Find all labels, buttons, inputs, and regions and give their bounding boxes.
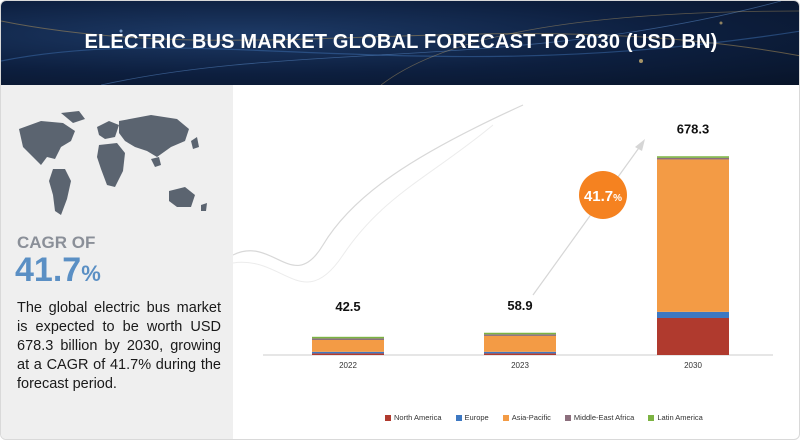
legend-swatch [385, 414, 391, 421]
cagr-badge-circle [579, 171, 627, 219]
legend-label: Middle-East Africa [573, 413, 635, 422]
bar-2030-middle-east-africa [657, 157, 729, 160]
legend-swatch [502, 414, 509, 421]
legend-label: Asia-Pacific [511, 413, 551, 422]
cagr-label: CAGR OF [17, 233, 96, 252]
total-label-2022: 42.5 [335, 299, 360, 314]
bar-2030-latin-america [657, 156, 729, 158]
bar-2030-europe [657, 311, 729, 318]
legend-label: Latin America [657, 413, 703, 422]
legend-swatch [648, 414, 655, 421]
legend-item-north-america: North America [385, 413, 442, 422]
bar-2023-europe [484, 351, 556, 354]
legend-item-europe: Europe [455, 413, 489, 422]
x-tick-label-2023: 2023 [511, 361, 529, 370]
badge-value: 41.7 [584, 188, 613, 205]
chart-legend: North America Europe Asia-Pacific Middle-Ea… [385, 413, 703, 422]
bar-2022-middle-east-africa [312, 338, 384, 340]
x-tick-label-2030: 2030 [684, 361, 702, 370]
legend-swatch [564, 414, 571, 421]
bar-2022-asia-pacific [312, 339, 384, 352]
chart-title: ELECTRIC BUS MARKET GLOBAL FORECAST TO 2… [84, 31, 718, 53]
growth-arrow [532, 139, 645, 296]
legend-label: Europe [464, 413, 489, 422]
total-label-2023: 58.9 [507, 298, 532, 313]
legend-item-asia-pacific: Asia-Pacific [502, 413, 551, 422]
bar-2022-north-america [312, 353, 384, 355]
header-banner: ELECTRIC BUS MARKET GLOBAL FORECAST TO 2… [1, 1, 799, 85]
cagr-number: 41.7 [15, 251, 82, 289]
cagr-percent-sign: % [81, 261, 101, 286]
bar-2022-europe [312, 351, 384, 354]
bar-2030-asia-pacific [657, 159, 729, 312]
svg-text:41.7%: 41.7% [584, 188, 622, 205]
bar-2022-latin-america [312, 336, 384, 339]
header-light-trails [1, 1, 799, 85]
bar-2023-middle-east-africa [484, 334, 556, 336]
x-tick-label-2022: 2022 [339, 361, 357, 370]
legend-swatch [455, 414, 462, 421]
legend-item-middle-east-africa: Middle-East Africa [564, 413, 635, 422]
decorative-swoosh [233, 104, 524, 267]
cagr-badge: 41.7% [579, 171, 627, 219]
legend-item-latin-america: Latin America [648, 413, 703, 422]
summary-panel: CAGR OF 41.7% The global electric bus ma… [1, 85, 233, 439]
stacked-bar-chart: 42.5 2022 58.9 2023 678.3 2030 41.7% [233, 104, 773, 370]
world-map-icon [19, 111, 207, 215]
market-description: The global electric bus market is expect… [17, 300, 221, 392]
badge-percent: % [613, 193, 622, 204]
decorative-swoosh-2 [233, 124, 494, 283]
bar-2023-north-america [484, 353, 556, 355]
bar-2023-asia-pacific [484, 335, 556, 352]
cagr-value: 41.7% [15, 251, 101, 290]
total-label-2030: 678.3 [677, 121, 710, 136]
bar-2030-north-america [657, 317, 729, 355]
legend-label: North America [394, 413, 442, 422]
bar-2023-latin-america [484, 332, 556, 335]
